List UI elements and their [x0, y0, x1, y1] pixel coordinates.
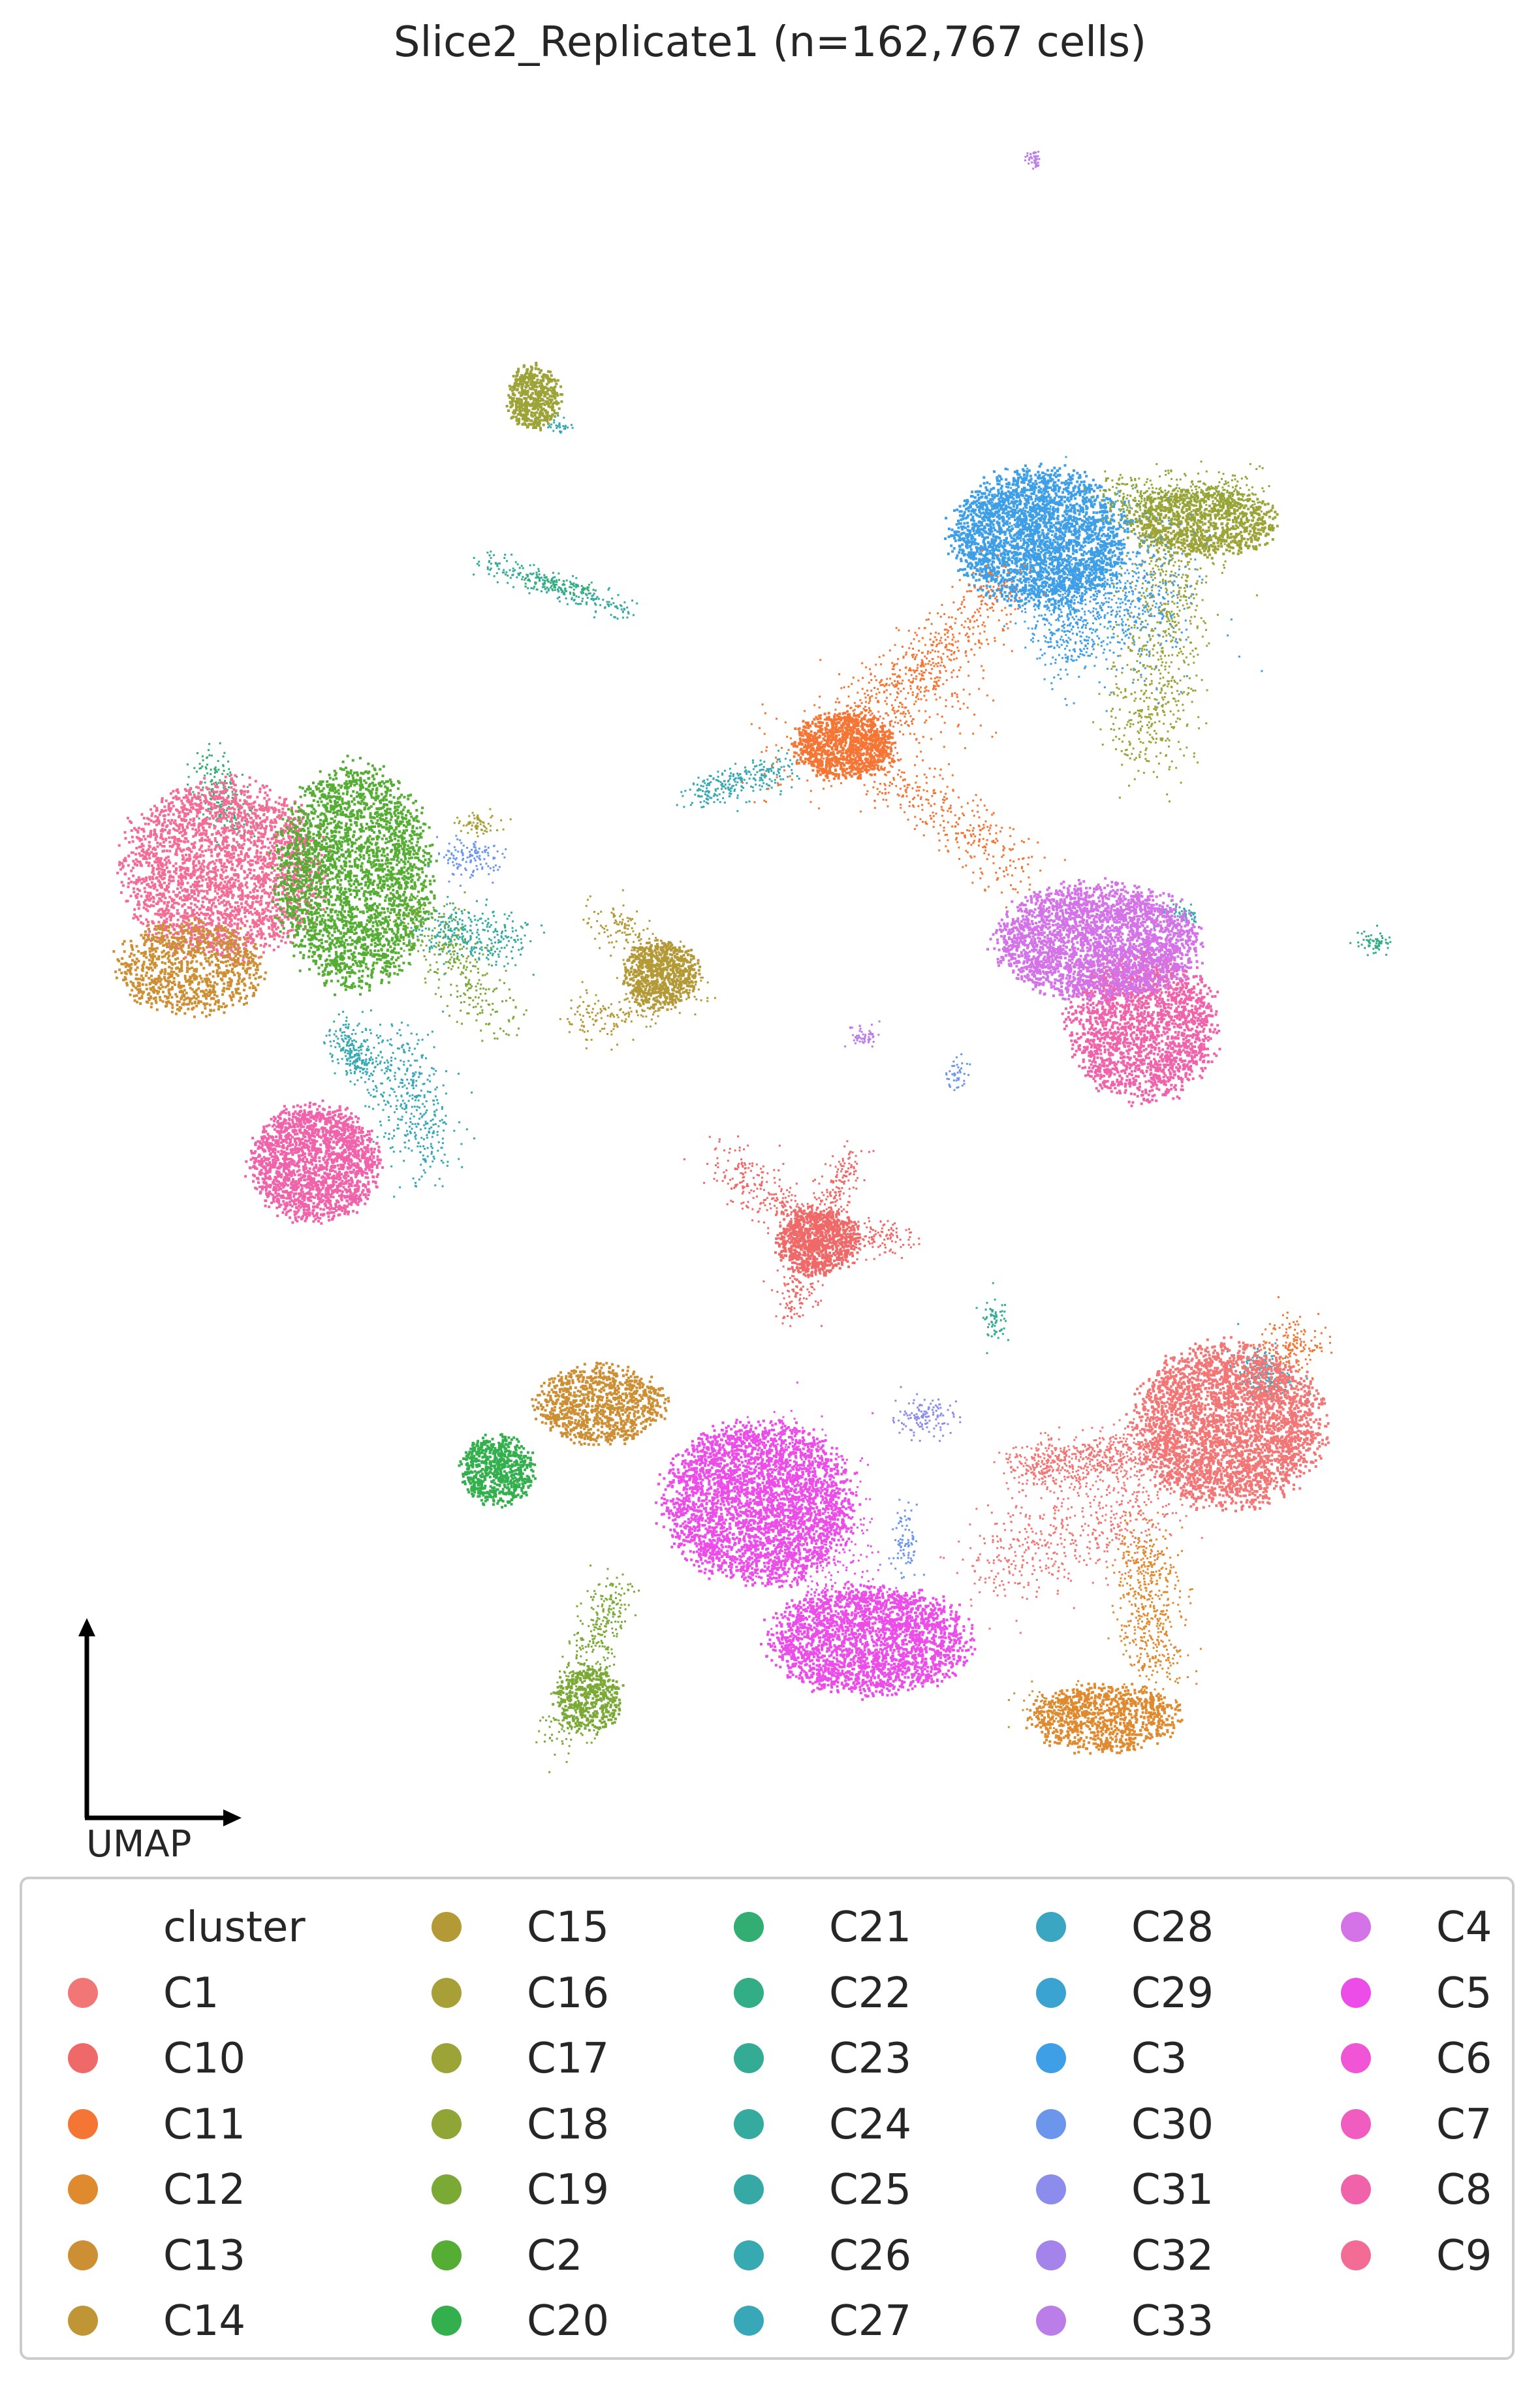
cluster-points-c16: [453, 808, 512, 838]
cluster-points-c2: [268, 754, 438, 996]
cluster-points-c13: [112, 917, 1101, 1735]
umap-axis-indicator: [78, 1618, 242, 1826]
legend-label: C6: [1436, 2035, 1492, 2083]
legend-marker: [432, 2306, 462, 2336]
cluster-points-c1: [939, 1336, 1330, 1634]
legend-label: C17: [527, 2035, 610, 2083]
legend-label: C4: [1436, 1903, 1492, 1952]
legend-label: C21: [829, 1903, 912, 1952]
legend-marker: [68, 1977, 98, 2008]
legend-label: C9: [1436, 2231, 1492, 2280]
cluster-points-c20: [458, 1433, 537, 1509]
cluster-points-c27: [342, 1009, 1312, 1405]
legend-label: C27: [829, 2297, 912, 2345]
legend-marker: [1036, 1977, 1066, 2008]
legend-marker: [432, 1977, 462, 2008]
legend-label: C28: [1131, 1903, 1214, 1952]
cluster-points-c10: [683, 1135, 920, 1327]
legend-marker: [734, 2174, 764, 2204]
legend-marker: [432, 1912, 462, 1942]
legend-label: C13: [163, 2231, 246, 2280]
legend-marker: [68, 2043, 98, 2073]
legend-label: C22: [829, 1969, 912, 2018]
legend-label: C18: [527, 2100, 610, 2149]
cluster-points-c19: [376, 872, 640, 1773]
legend-marker: [1036, 2174, 1066, 2204]
legend-label: C32: [1131, 2231, 1214, 2280]
legend-label: C30: [1131, 2100, 1214, 2149]
umap-y-arrowhead: [78, 1618, 95, 1636]
legend-marker: [1341, 1977, 1371, 2008]
legend-marker: [734, 1977, 764, 2008]
legend-marker: [68, 2108, 98, 2139]
legend-marker: [1341, 2108, 1371, 2139]
legend-marker: [432, 2240, 462, 2270]
legend: cluster C1 C10 C11 C12 C13 C14 C15 C16 C17 C18 C19…: [20, 1877, 1515, 2360]
legend-marker: [1341, 2043, 1371, 2073]
legend-marker: [734, 1912, 764, 1942]
cluster-points-c9: [116, 773, 332, 966]
legend-label: C3: [1131, 2035, 1187, 2083]
legend-marker: [1341, 2240, 1371, 2270]
legend-label: C25: [829, 2166, 912, 2214]
cluster-points-c22: [1349, 925, 1392, 957]
cluster-points-c11: [742, 550, 1332, 1400]
legend-marker: [1036, 1912, 1066, 1942]
legend-label: C12: [163, 2166, 246, 2214]
legend-title: cluster: [163, 1903, 306, 1952]
cluster-points-c18: [1083, 460, 1274, 534]
legend-marker: [734, 2306, 764, 2336]
chart-title: Slice2_Replicate1 (n=162,767 cells): [393, 18, 1147, 67]
legend-label: C24: [829, 2100, 912, 2149]
cluster-points-c23: [975, 1282, 1009, 1354]
legend-marker: [734, 2043, 764, 2073]
scatter-points: [112, 150, 1392, 1773]
legend-label: C26: [829, 2231, 912, 2280]
legend-label: C10: [163, 2035, 246, 2083]
umap-axis-label: UMAP: [86, 1823, 192, 1866]
cluster-points-c15: [559, 889, 716, 1051]
legend-marker: [68, 2174, 98, 2204]
legend-label: C15: [527, 1903, 610, 1952]
legend-label: C33: [1131, 2297, 1214, 2345]
legend-marker: [432, 2108, 462, 2139]
legend-marker: [1341, 1912, 1371, 1942]
legend-label: C29: [1131, 1969, 1214, 2018]
legend-label: C2: [527, 2231, 583, 2280]
legend-marker: [1036, 2108, 1066, 2139]
legend-marker: [68, 2306, 98, 2336]
legend-marker: [1036, 2306, 1066, 2336]
cluster-points-c12: [1025, 1498, 1202, 1755]
legend-marker: [432, 2043, 462, 2073]
legend-marker: [734, 2240, 764, 2270]
umap-x-arrowhead: [223, 1809, 242, 1826]
legend-marker: [1036, 2043, 1066, 2073]
legend-marker: [432, 2174, 462, 2204]
cluster-points-c31: [892, 1386, 962, 1442]
legend-label: C19: [527, 2166, 610, 2214]
legend-marker: [1341, 2174, 1371, 2204]
legend-label: C5: [1436, 1969, 1492, 2018]
legend-label: C23: [829, 2035, 912, 2083]
legend-marker: [68, 2240, 98, 2270]
legend-label: C1: [163, 1969, 219, 2018]
legend-label: C20: [527, 2297, 610, 2345]
legend-label: C8: [1436, 2166, 1492, 2214]
cluster-points-c3: [944, 456, 1263, 712]
legend-label: C11: [163, 2100, 246, 2149]
legend-marker: [1036, 2240, 1066, 2270]
umap-scatter-plot: [78, 150, 1392, 1826]
cluster-points-c4: [986, 877, 1204, 1004]
legend-marker: [734, 2108, 764, 2139]
cluster-points-c5: [655, 1381, 977, 1701]
legend-label: C16: [527, 1969, 610, 2018]
legend-label: C7: [1436, 2100, 1492, 2149]
legend-label: C14: [163, 2297, 246, 2345]
legend-label: C31: [1131, 2166, 1214, 2214]
cluster-points-c30: [428, 834, 971, 1580]
